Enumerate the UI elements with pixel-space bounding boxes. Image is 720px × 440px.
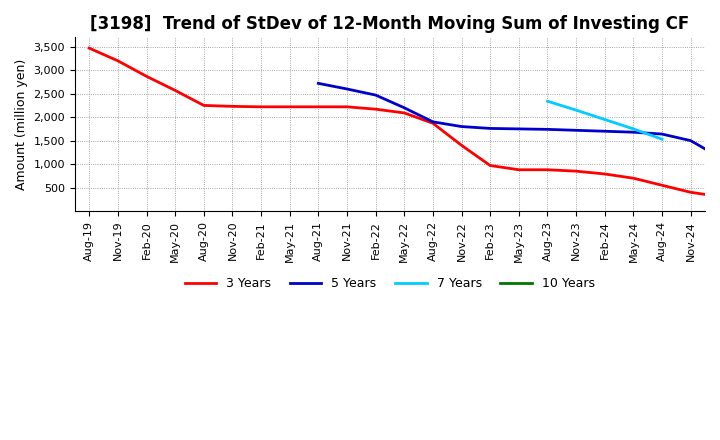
Legend: 3 Years, 5 Years, 7 Years, 10 Years: 3 Years, 5 Years, 7 Years, 10 Years (180, 272, 600, 295)
Title: [3198]  Trend of StDev of 12-Month Moving Sum of Investing CF: [3198] Trend of StDev of 12-Month Moving… (90, 15, 690, 33)
Y-axis label: Amount (million yen): Amount (million yen) (15, 59, 28, 190)
